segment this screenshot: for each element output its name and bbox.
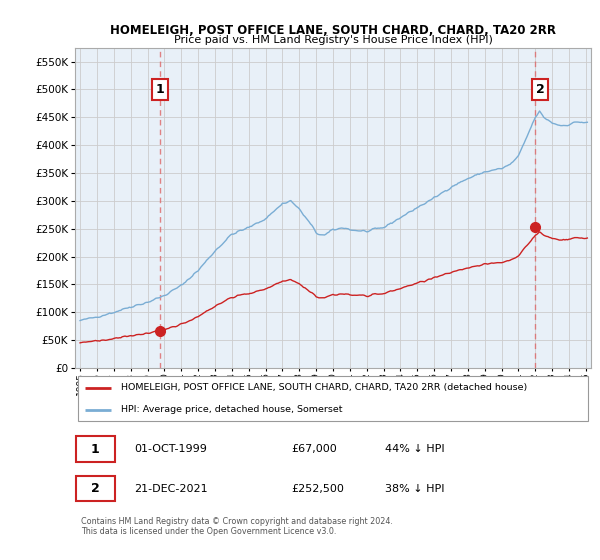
FancyBboxPatch shape (76, 476, 115, 501)
Text: 01-OCT-1999: 01-OCT-1999 (134, 444, 207, 454)
Text: £67,000: £67,000 (292, 444, 337, 454)
Text: 1: 1 (91, 442, 100, 456)
Text: HOMELEIGH, POST OFFICE LANE, SOUTH CHARD, CHARD, TA20 2RR (detached house): HOMELEIGH, POST OFFICE LANE, SOUTH CHARD… (121, 384, 527, 393)
Text: Price paid vs. HM Land Registry's House Price Index (HPI): Price paid vs. HM Land Registry's House … (173, 35, 493, 45)
FancyBboxPatch shape (77, 376, 589, 421)
Text: 2: 2 (91, 482, 100, 495)
Text: 38% ↓ HPI: 38% ↓ HPI (385, 483, 444, 493)
Text: £252,500: £252,500 (292, 483, 344, 493)
FancyBboxPatch shape (76, 436, 115, 462)
Text: 21-DEC-2021: 21-DEC-2021 (134, 483, 208, 493)
Text: 1: 1 (156, 83, 164, 96)
Text: HOMELEIGH, POST OFFICE LANE, SOUTH CHARD, CHARD, TA20 2RR: HOMELEIGH, POST OFFICE LANE, SOUTH CHARD… (110, 24, 556, 36)
Text: HPI: Average price, detached house, Somerset: HPI: Average price, detached house, Some… (121, 405, 343, 414)
Text: 2: 2 (536, 83, 544, 96)
Text: Contains HM Land Registry data © Crown copyright and database right 2024.
This d: Contains HM Land Registry data © Crown c… (81, 517, 393, 536)
Text: 44% ↓ HPI: 44% ↓ HPI (385, 444, 444, 454)
